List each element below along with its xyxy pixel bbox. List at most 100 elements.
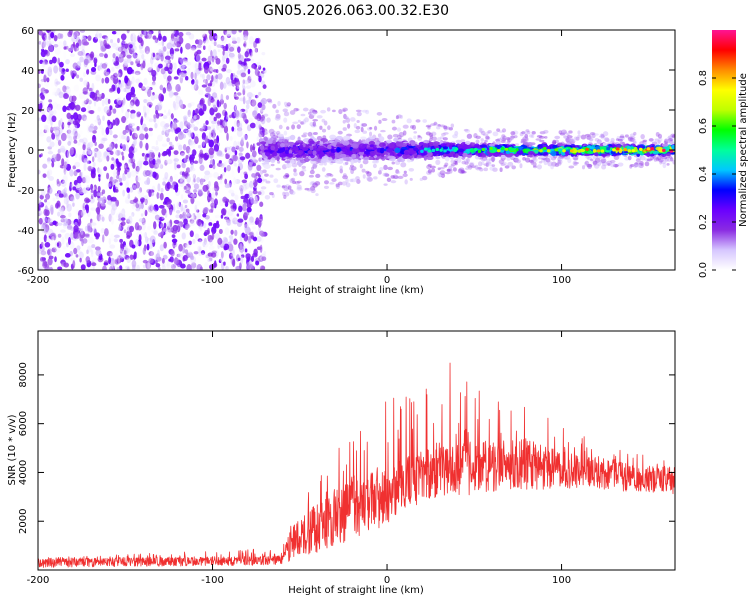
noise-speck [81,38,88,46]
haze-speck [544,135,548,139]
haze-speck [291,162,298,168]
noise-speck [145,142,149,151]
haze-speck [489,158,493,162]
noise-speck [56,242,60,247]
haze-speck [309,181,316,187]
noise-speck [150,64,153,70]
noise-speck [139,133,145,141]
haze-speck [292,121,299,125]
noise-speck [233,91,237,100]
noise-speck [174,184,179,193]
noise-speck [124,43,129,48]
haze-speck [664,157,669,162]
noise-speck [208,164,213,169]
haze-speck [283,111,290,117]
noise-speck [50,82,55,87]
noise-speck [64,253,71,258]
noise-speck [132,154,136,162]
haze-speck [634,162,641,165]
noise-speck [180,152,185,157]
noise-speck [116,174,120,180]
haze-speck [486,136,491,140]
haze-speck [469,162,474,167]
noise-speck [112,43,118,50]
noise-speck [204,229,210,235]
noise-speck [46,136,52,143]
noise-speck [126,218,130,223]
haze-speck [329,174,334,177]
noise-speck [223,102,227,110]
haze-speck [586,135,592,140]
haze-speck [589,138,593,143]
noise-speck [185,241,190,249]
noise-speck [68,30,73,36]
noise-speck [253,143,257,148]
noise-speck [113,234,120,238]
noise-speck [219,81,224,90]
noise-speck [182,134,187,139]
haze-speck [293,168,297,173]
noise-speck [82,87,88,95]
noise-speck [159,164,164,169]
haze-speck [382,172,387,177]
haze-speck [479,128,484,134]
noise-speck [72,165,77,170]
noise-speck [90,165,94,170]
noise-speck [155,263,161,268]
noise-speck [178,57,181,62]
noise-speck [94,159,100,167]
noise-speck [198,89,204,96]
noise-speck [73,31,79,39]
noise-speck [93,227,97,234]
noise-speck [67,121,71,126]
noise-speck [159,244,164,252]
noise-speck [195,120,199,125]
haze-speck [667,138,673,142]
noise-speck [49,204,54,213]
noise-speck [261,52,266,56]
noise-speck [139,140,143,149]
noise-speck [223,170,229,180]
haze-speck [369,131,373,137]
noise-speck [38,30,43,36]
noise-speck [107,183,112,187]
noise-speck [187,192,194,199]
noise-speck [203,190,207,199]
noise-speck [148,127,153,132]
noise-speck [48,143,54,148]
haze-speck [259,170,264,175]
noise-speck [258,75,262,83]
noise-speck [189,140,194,146]
haze-speck [604,137,610,142]
haze-speck [567,157,572,164]
noise-speck [227,43,231,48]
noise-speck [127,193,131,200]
noise-speck [179,178,184,188]
noise-speck [130,33,134,42]
haze-speck [665,139,671,143]
noise-speck [79,77,84,82]
noise-speck [181,232,187,240]
noise-speck [42,163,48,169]
noise-speck [226,34,231,38]
haze-speck [568,130,573,134]
noise-speck [58,91,64,99]
haze-speck [480,130,486,136]
noise-speck [207,55,212,63]
noise-speck [92,204,97,211]
noise-speck [180,72,187,78]
noise-speck [221,172,225,177]
haze-speck [341,181,348,186]
haze-speck [617,138,623,142]
noise-speck [202,241,206,248]
noise-speck [93,148,98,155]
haze-speck [615,138,620,141]
noise-speck [83,71,86,78]
noise-speck [208,173,213,178]
noise-speck [165,128,170,134]
noise-speck [200,30,206,36]
noise-speck [234,179,241,184]
noise-speck [125,48,129,57]
haze-speck [532,156,536,161]
noise-speck [233,103,237,111]
